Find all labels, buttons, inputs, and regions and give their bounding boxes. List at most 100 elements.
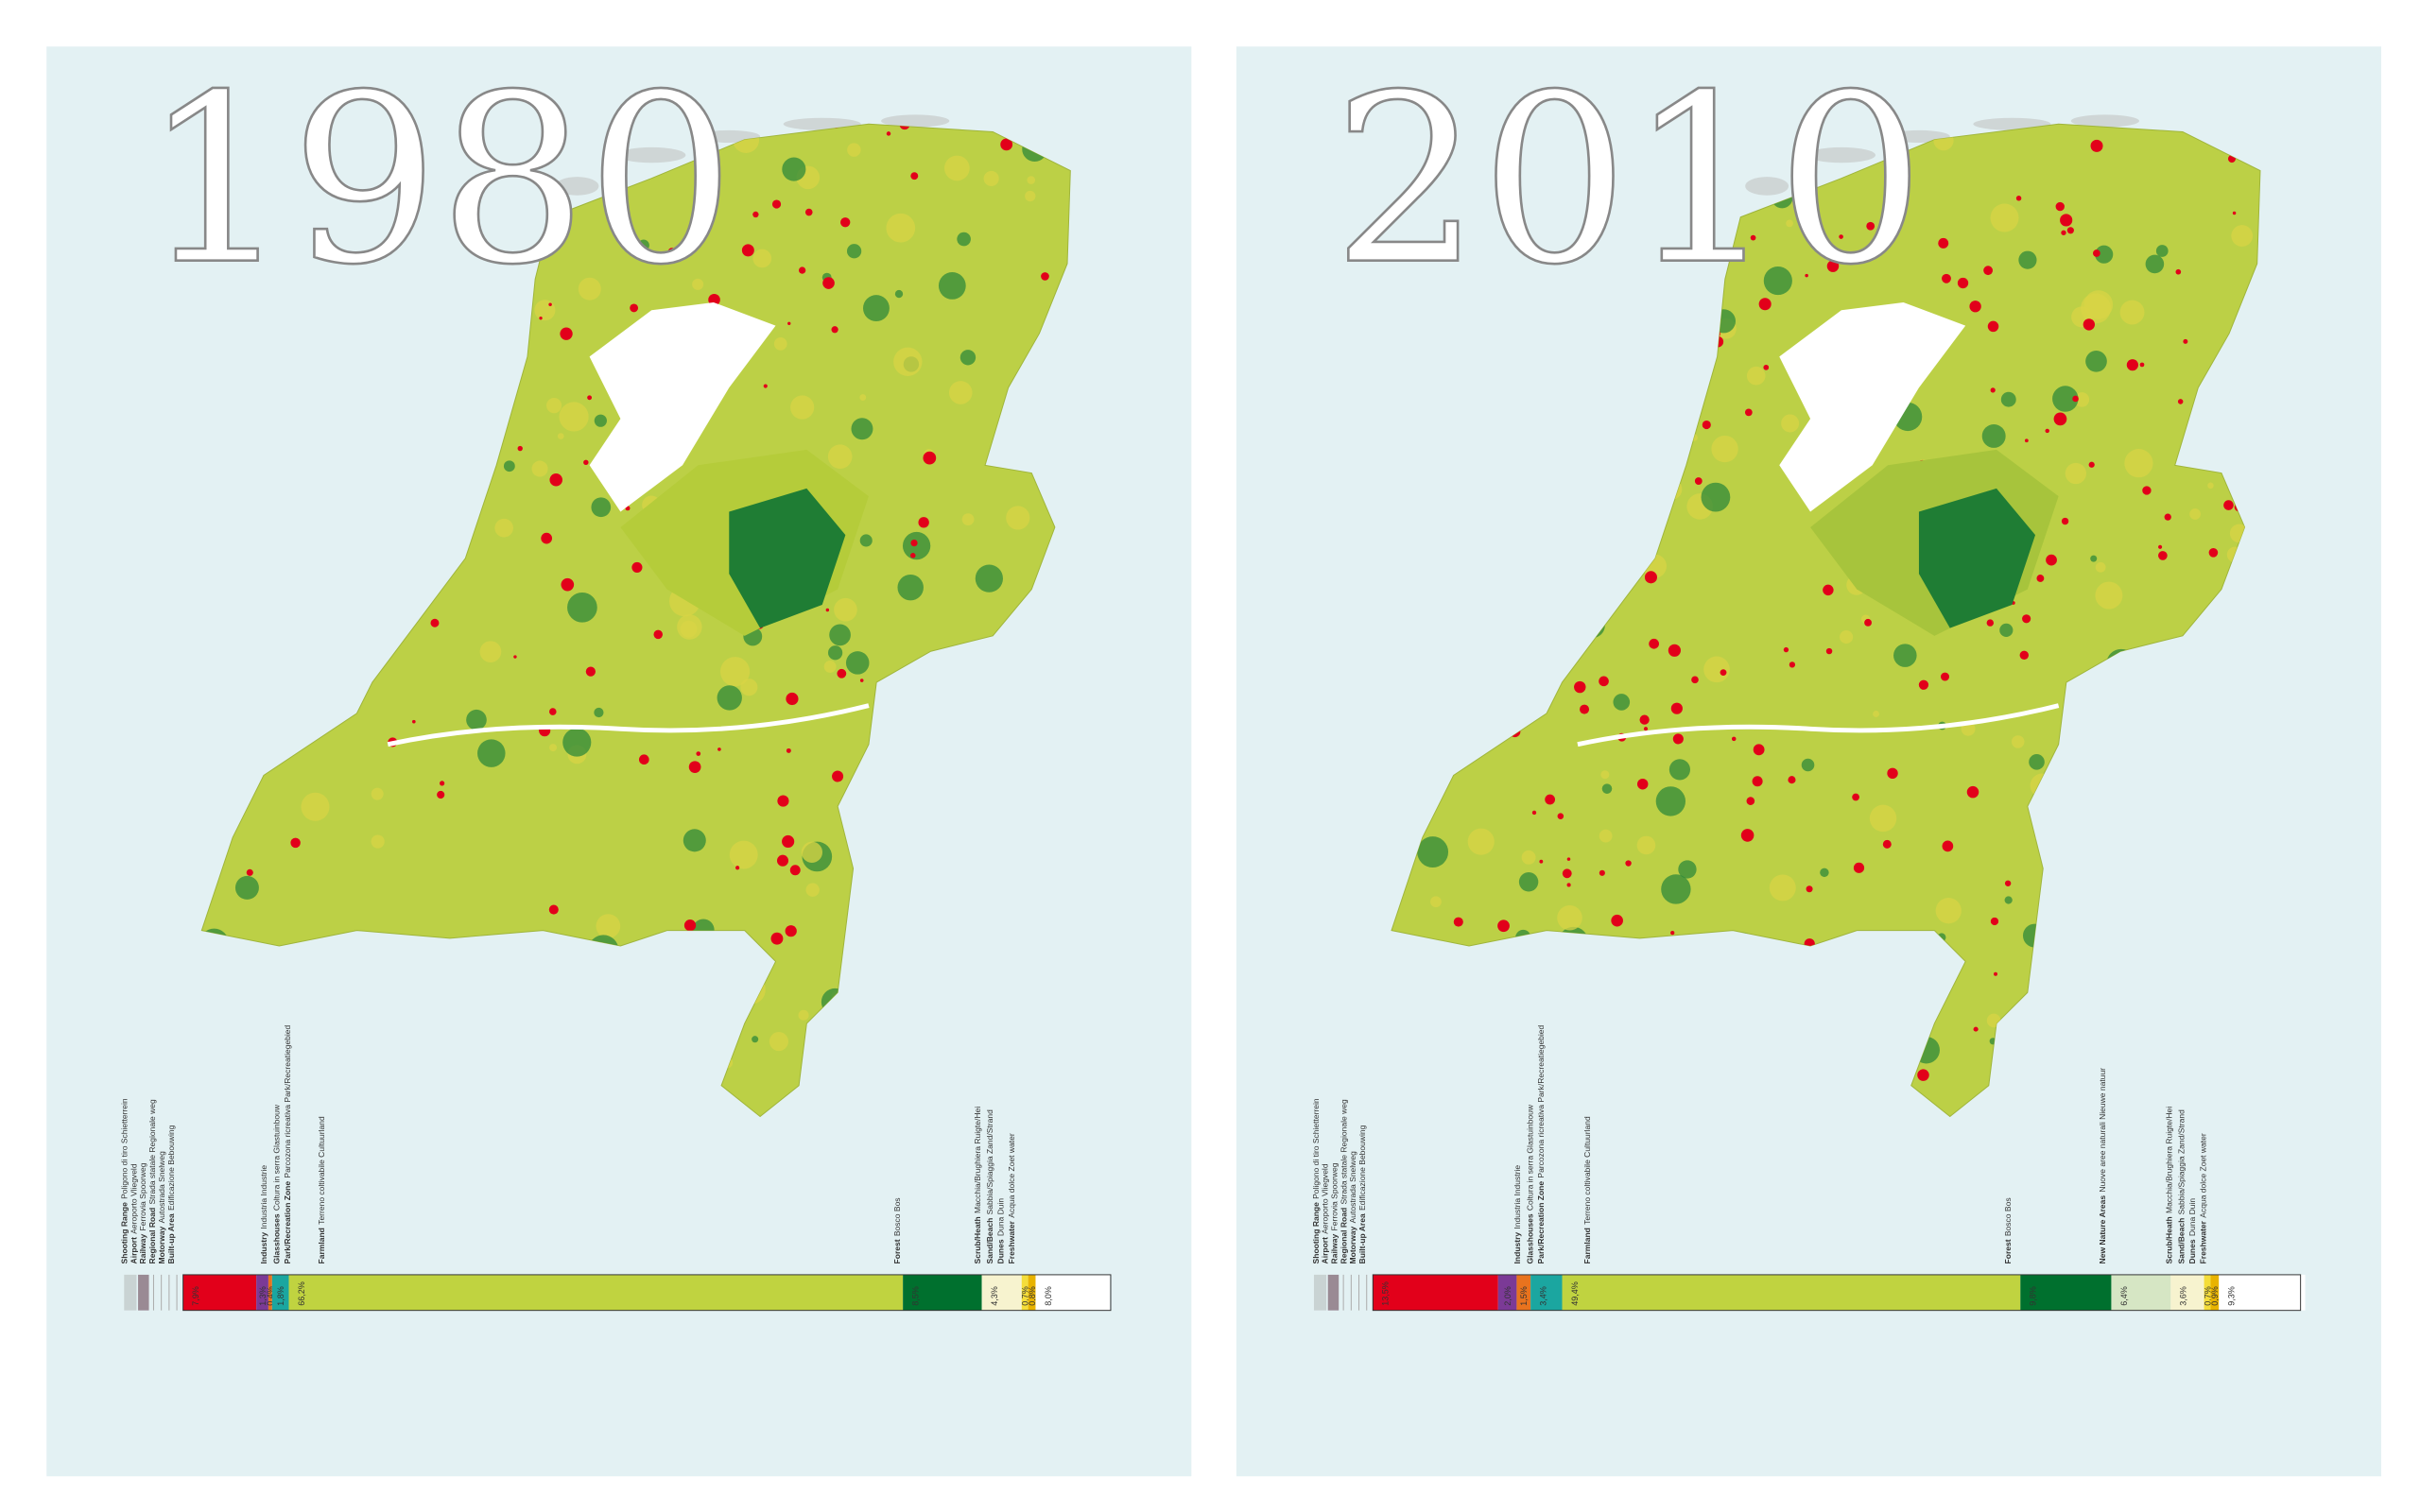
segment-label: 8,5% xyxy=(911,1286,921,1306)
urban-patch xyxy=(1599,676,1609,687)
urban-patch xyxy=(837,668,847,679)
urban-patch xyxy=(1625,860,1632,867)
urban-patch xyxy=(688,761,701,773)
urban-patch xyxy=(638,754,649,765)
swatch-airport xyxy=(1327,1274,1340,1311)
urban-patch xyxy=(2158,551,2168,560)
land-patch xyxy=(637,239,649,251)
urban-patch xyxy=(1969,301,1981,313)
land-patch xyxy=(829,624,851,646)
urban-patch xyxy=(2142,486,2152,495)
land-patch xyxy=(594,414,607,427)
legend-term: Shooting Range xyxy=(120,1202,130,1264)
urban-patch xyxy=(1702,420,1711,430)
legend-entry: Industry Industria Industrie xyxy=(1512,1165,1522,1264)
legend-term: Airport xyxy=(1321,1237,1330,1264)
urban-patch xyxy=(1893,164,1906,177)
legend-term: Freshwater xyxy=(1007,1220,1016,1263)
legend-translation: Poligono di tiro Schietterrein xyxy=(1311,1098,1321,1199)
legend-entry: Sand/Beach Sabbia/Spiaggia Zand/Strand xyxy=(985,1109,994,1264)
urban-patch xyxy=(1805,273,1808,278)
urban-patch xyxy=(1973,1026,1979,1032)
land-patch xyxy=(859,534,873,547)
bar-segment xyxy=(182,1274,257,1311)
urban-patch xyxy=(763,384,768,388)
urban-patch xyxy=(1941,672,1949,681)
urban-patch xyxy=(1566,883,1571,887)
bar-segment xyxy=(271,1274,289,1311)
swatch-shooting-range xyxy=(1313,1274,1327,1311)
land-patch xyxy=(719,657,751,687)
bar-frame xyxy=(182,1274,1112,1312)
segment-label: 0,7% xyxy=(2203,1286,2212,1306)
legend-term: Glasshouses xyxy=(271,1213,281,1263)
urban-patch xyxy=(517,445,523,452)
urban-patch xyxy=(1825,647,1833,655)
urban-patch xyxy=(513,655,517,659)
bar-segment xyxy=(1373,1274,1498,1311)
legend-entry: Airport Aeroporto Vliegveld xyxy=(1321,1163,1330,1263)
land-patch xyxy=(371,834,385,849)
land-patch xyxy=(847,143,861,157)
land-patch xyxy=(948,381,973,404)
land-patch xyxy=(477,739,506,767)
legend-term: Shooting Range xyxy=(1311,1202,1321,1264)
legend-term: Regional Road xyxy=(1339,1208,1348,1264)
land-patch xyxy=(863,295,890,322)
land-patch xyxy=(1467,828,1495,855)
land-patch xyxy=(567,592,597,623)
legend-entry: Airport Aeroporto Vliegveld xyxy=(129,1163,138,1263)
land-patch xyxy=(578,277,601,301)
urban-patch xyxy=(437,790,445,799)
urban-patch xyxy=(1545,794,1556,805)
land-patch xyxy=(1006,506,1030,530)
urban-patch xyxy=(561,577,575,592)
legend-term: Motorway xyxy=(1348,1226,1357,1263)
urban-patch xyxy=(1957,277,1969,289)
wadden-island xyxy=(1806,146,1876,163)
urban-patch xyxy=(1644,571,1657,584)
urban-patch xyxy=(696,751,701,756)
legend-entry: Sand/Beach Sabbia/Spiaggia Zand/Strand xyxy=(2177,1109,2187,1264)
land-patch xyxy=(503,460,515,472)
legend-translation: Autostrada Snelweg xyxy=(1348,1151,1357,1223)
land-patch xyxy=(2000,391,2016,407)
urban-patch xyxy=(2177,399,2184,404)
urban-patch xyxy=(2223,500,2234,510)
bar-segment xyxy=(981,1274,1022,1311)
bar-segment xyxy=(903,1274,982,1311)
land-patch xyxy=(1935,898,1962,924)
legend-term: Industry xyxy=(259,1232,268,1264)
segment-label: 9,3% xyxy=(2227,1286,2237,1306)
urban-patch xyxy=(1599,869,1605,876)
urban-patch xyxy=(918,517,929,528)
land-patch xyxy=(692,278,704,290)
land-patch xyxy=(627,241,635,249)
legend-translation: Bosco Bos xyxy=(892,1197,902,1236)
urban-patch xyxy=(2046,554,2057,566)
legend-entry: Shooting Range Poligono di tiro Schietter… xyxy=(1311,1098,1321,1263)
year-title: 1980 xyxy=(143,46,735,317)
legend-entry: Dunes Duna Duin xyxy=(996,1198,1006,1264)
land-patch xyxy=(943,155,970,181)
legend-translation: Acqua dolce Zoet water xyxy=(2199,1133,2208,1218)
segment-label: 1,8% xyxy=(276,1286,285,1306)
land-patch xyxy=(1417,836,1449,868)
urban-patch xyxy=(1668,644,1681,657)
land-patch xyxy=(846,244,862,259)
segment-label: 4,3% xyxy=(990,1286,999,1306)
land-patch xyxy=(740,679,758,696)
legend-entry: Park/Recreation Zone Parcozona ricreativa… xyxy=(1536,1024,1546,1263)
land-patch xyxy=(1999,623,2014,637)
urban-patch xyxy=(777,795,789,807)
forest-area xyxy=(729,488,846,628)
urban-patch xyxy=(1966,785,1979,799)
segment-label: 8,0% xyxy=(1044,1286,1053,1306)
urban-patch xyxy=(2175,268,2182,275)
legend-entry: Shooting Range Poligono di tiro Schietter… xyxy=(120,1098,130,1263)
urban-patch xyxy=(1557,813,1564,819)
legend-term: Railway xyxy=(138,1233,147,1263)
land-patch xyxy=(893,347,923,376)
urban-patch xyxy=(1864,618,1872,627)
legend-translation: Parcozona ricreativa Park/Recreatiegebie… xyxy=(283,1024,292,1177)
